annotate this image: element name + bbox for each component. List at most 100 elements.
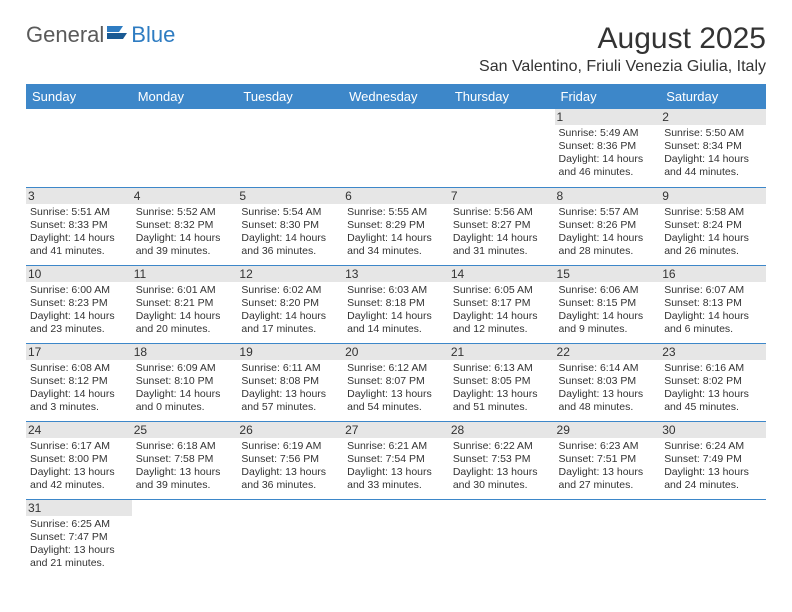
- sunset-line: Sunset: 8:08 PM: [241, 375, 339, 388]
- sunset-line: Sunset: 8:10 PM: [136, 375, 234, 388]
- daylight-line: Daylight: 14 hours and 6 minutes.: [664, 310, 762, 336]
- sunrise-line: Sunrise: 6:07 AM: [664, 284, 762, 297]
- daylight-line: Daylight: 14 hours and 9 minutes.: [559, 310, 657, 336]
- day-number: 15: [555, 266, 661, 282]
- day-details: Sunrise: 6:01 AMSunset: 8:21 PMDaylight:…: [136, 284, 234, 337]
- sunset-line: Sunset: 8:34 PM: [664, 140, 762, 153]
- day-details: Sunrise: 6:07 AMSunset: 8:13 PMDaylight:…: [664, 284, 762, 337]
- sunset-line: Sunset: 8:05 PM: [453, 375, 551, 388]
- day-details: Sunrise: 6:02 AMSunset: 8:20 PMDaylight:…: [241, 284, 339, 337]
- sunrise-line: Sunrise: 5:55 AM: [347, 206, 445, 219]
- sunrise-line: Sunrise: 6:01 AM: [136, 284, 234, 297]
- daylight-line: Daylight: 14 hours and 0 minutes.: [136, 388, 234, 414]
- title-block: August 2025 San Valentino, Friuli Venezi…: [479, 22, 766, 76]
- calendar-day-cell: [449, 109, 555, 187]
- day-number: 8: [555, 188, 661, 204]
- calendar-table: SundayMondayTuesdayWednesdayThursdayFrid…: [26, 84, 766, 577]
- sunrise-line: Sunrise: 6:17 AM: [30, 440, 128, 453]
- daylight-line: Daylight: 14 hours and 23 minutes.: [30, 310, 128, 336]
- daylight-line: Daylight: 13 hours and 54 minutes.: [347, 388, 445, 414]
- calendar-day-cell: 22Sunrise: 6:14 AMSunset: 8:03 PMDayligh…: [555, 343, 661, 421]
- daylight-line: Daylight: 14 hours and 12 minutes.: [453, 310, 551, 336]
- sunrise-line: Sunrise: 6:08 AM: [30, 362, 128, 375]
- sunset-line: Sunset: 8:27 PM: [453, 219, 551, 232]
- sunset-line: Sunset: 8:23 PM: [30, 297, 128, 310]
- sunset-line: Sunset: 7:47 PM: [30, 531, 128, 544]
- day-details: Sunrise: 6:11 AMSunset: 8:08 PMDaylight:…: [241, 362, 339, 415]
- day-details: Sunrise: 5:50 AMSunset: 8:34 PMDaylight:…: [664, 127, 762, 180]
- calendar-day-cell: 16 Sunrise: 6:07 AMSunset: 8:13 PMDayligh…: [660, 265, 766, 343]
- daylight-line: Daylight: 13 hours and 45 minutes.: [664, 388, 762, 414]
- day-details: Sunrise: 6:12 AMSunset: 8:07 PMDaylight:…: [347, 362, 445, 415]
- daylight-line: Daylight: 13 hours and 27 minutes.: [559, 466, 657, 492]
- calendar-week-row: 3Sunrise: 5:51 AMSunset: 8:33 PMDaylight…: [26, 187, 766, 265]
- sunrise-line: Sunrise: 6:00 AM: [30, 284, 128, 297]
- day-details: Sunrise: 6:18 AMSunset: 7:58 PMDaylight:…: [136, 440, 234, 493]
- day-number: 5: [237, 188, 343, 204]
- day-details: Sunrise: 6:16 AMSunset: 8:02 PMDaylight:…: [664, 362, 762, 415]
- month-title: August 2025: [479, 22, 766, 56]
- calendar-day-cell: [132, 499, 238, 577]
- calendar-day-cell: 23 Sunrise: 6:16 AMSunset: 8:02 PMDayligh…: [660, 343, 766, 421]
- sunset-line: Sunset: 7:51 PM: [559, 453, 657, 466]
- sunrise-line: Sunrise: 5:51 AM: [30, 206, 128, 219]
- day-details: Sunrise: 5:57 AMSunset: 8:26 PMDaylight:…: [559, 206, 657, 259]
- logo-text-blue: Blue: [131, 22, 175, 48]
- logo: General Blue: [26, 22, 175, 48]
- sunrise-line: Sunrise: 6:24 AM: [664, 440, 762, 453]
- calendar-day-cell: 14Sunrise: 6:05 AMSunset: 8:17 PMDayligh…: [449, 265, 555, 343]
- daylight-line: Daylight: 13 hours and 24 minutes.: [664, 466, 762, 492]
- daylight-line: Daylight: 13 hours and 48 minutes.: [559, 388, 657, 414]
- daylight-line: Daylight: 14 hours and 3 minutes.: [30, 388, 128, 414]
- sunrise-line: Sunrise: 6:25 AM: [30, 518, 128, 531]
- sunset-line: Sunset: 7:56 PM: [241, 453, 339, 466]
- daylight-line: Daylight: 14 hours and 39 minutes.: [136, 232, 234, 258]
- calendar-day-cell: 3Sunrise: 5:51 AMSunset: 8:33 PMDaylight…: [26, 187, 132, 265]
- day-details: Sunrise: 5:54 AMSunset: 8:30 PMDaylight:…: [241, 206, 339, 259]
- day-number: 26: [237, 422, 343, 438]
- sunset-line: Sunset: 8:15 PM: [559, 297, 657, 310]
- sunset-line: Sunset: 8:32 PM: [136, 219, 234, 232]
- calendar-day-cell: 1Sunrise: 5:49 AMSunset: 8:36 PMDaylight…: [555, 109, 661, 187]
- sunrise-line: Sunrise: 6:05 AM: [453, 284, 551, 297]
- daylight-line: Daylight: 13 hours and 42 minutes.: [30, 466, 128, 492]
- day-of-week-header: Monday: [132, 84, 238, 109]
- calendar-day-cell: 17Sunrise: 6:08 AMSunset: 8:12 PMDayligh…: [26, 343, 132, 421]
- calendar-day-cell: 12 Sunrise: 6:02 AMSunset: 8:20 PMDayligh…: [237, 265, 343, 343]
- day-number: 31: [26, 500, 132, 516]
- calendar-day-cell: 2Sunrise: 5:50 AMSunset: 8:34 PMDaylight…: [660, 109, 766, 187]
- day-details: Sunrise: 6:19 AMSunset: 7:56 PMDaylight:…: [241, 440, 339, 493]
- day-number: 11: [132, 266, 238, 282]
- calendar-day-cell: 10Sunrise: 6:00 AMSunset: 8:23 PMDayligh…: [26, 265, 132, 343]
- calendar-day-cell: 4Sunrise: 5:52 AMSunset: 8:32 PMDaylight…: [132, 187, 238, 265]
- sunset-line: Sunset: 8:26 PM: [559, 219, 657, 232]
- calendar-day-cell: [449, 499, 555, 577]
- day-number: 30: [660, 422, 766, 438]
- logo-text-general: General: [26, 22, 104, 48]
- sunset-line: Sunset: 8:12 PM: [30, 375, 128, 388]
- sunrise-line: Sunrise: 6:22 AM: [453, 440, 551, 453]
- header: General Blue August 2025 San Valentino, …: [26, 22, 766, 76]
- calendar-day-cell: [660, 499, 766, 577]
- day-number: 27: [343, 422, 449, 438]
- day-of-week-header: Friday: [555, 84, 661, 109]
- sunrise-line: Sunrise: 5:50 AM: [664, 127, 762, 140]
- day-number: 23: [660, 344, 766, 360]
- calendar-day-cell: 28 Sunrise: 6:22 AMSunset: 7:53 PMDayligh…: [449, 421, 555, 499]
- day-number: 16: [660, 266, 766, 282]
- day-of-week-header: Saturday: [660, 84, 766, 109]
- calendar-day-cell: 26 Sunrise: 6:19 AMSunset: 7:56 PMDayligh…: [237, 421, 343, 499]
- calendar-day-cell: 21Sunrise: 6:13 AMSunset: 8:05 PMDayligh…: [449, 343, 555, 421]
- sunrise-line: Sunrise: 6:16 AM: [664, 362, 762, 375]
- day-details: Sunrise: 6:22 AMSunset: 7:53 PMDaylight:…: [453, 440, 551, 493]
- day-number: 1: [555, 109, 661, 125]
- sunrise-line: Sunrise: 6:13 AM: [453, 362, 551, 375]
- calendar-day-cell: 9Sunrise: 5:58 AMSunset: 8:24 PMDaylight…: [660, 187, 766, 265]
- sunset-line: Sunset: 7:49 PM: [664, 453, 762, 466]
- daylight-line: Daylight: 14 hours and 41 minutes.: [30, 232, 128, 258]
- daylight-line: Daylight: 13 hours and 30 minutes.: [453, 466, 551, 492]
- day-number: 21: [449, 344, 555, 360]
- day-number: 12: [237, 266, 343, 282]
- day-number: 28: [449, 422, 555, 438]
- calendar-week-row: 31Sunrise: 6:25 AMSunset: 7:47 PMDayligh…: [26, 499, 766, 577]
